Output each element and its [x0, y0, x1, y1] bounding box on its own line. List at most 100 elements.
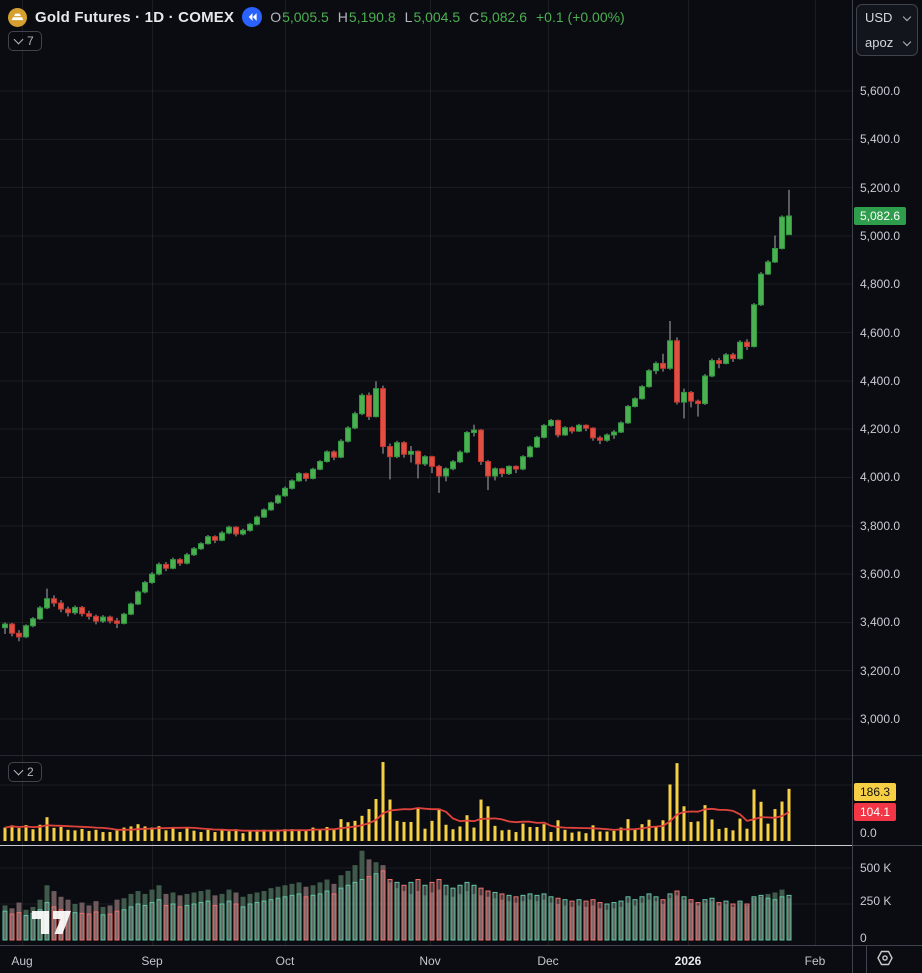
- volume2-bar: [716, 905, 722, 940]
- range-bar: [269, 830, 273, 841]
- volume-bar: [72, 912, 78, 941]
- tradingview-logo[interactable]: [30, 910, 94, 941]
- candle-down: [233, 526, 239, 535]
- ohlc-high-label: H: [337, 9, 348, 25]
- candle-down: [485, 461, 491, 477]
- candle-up: [618, 422, 624, 433]
- candle-down: [366, 394, 372, 418]
- axis-separator: [852, 845, 922, 846]
- time-axis-label: Dec: [537, 954, 559, 968]
- candle-up: [506, 465, 512, 475]
- unit-value: apoz: [865, 35, 894, 50]
- volume2-bar: [16, 902, 22, 940]
- volume2-bar: [632, 905, 638, 940]
- price-axis-label: 5,400.0: [860, 132, 901, 147]
- volume2-bar: [723, 904, 729, 940]
- range-bar: [332, 829, 336, 841]
- range-bar: [549, 832, 553, 841]
- candle-up: [548, 419, 554, 427]
- volume-bar: [548, 896, 554, 941]
- candle-up: [149, 573, 155, 584]
- range-bar: [24, 825, 28, 841]
- main-pane-legend-toggle[interactable]: 7: [8, 31, 42, 51]
- candle-down: [51, 598, 57, 604]
- volume-bar: [436, 879, 442, 941]
- unit-dropdown[interactable]: apoz: [857, 30, 917, 55]
- range-bar: [52, 827, 56, 841]
- range-bar: [514, 832, 518, 841]
- volume-bar: [737, 900, 743, 941]
- volume2-bar: [37, 899, 43, 940]
- candle-down: [331, 451, 337, 458]
- candle-up: [205, 536, 211, 545]
- volume2-bar: [527, 899, 533, 940]
- range-bar: [535, 827, 539, 841]
- range-bar: [472, 827, 476, 841]
- pane-separator-indicator-volume[interactable]: [0, 845, 852, 846]
- volume-bar: [184, 904, 190, 941]
- volume2-bar: [359, 850, 365, 940]
- volume2-bar: [163, 893, 169, 940]
- candle-down: [86, 613, 92, 617]
- range-bar: [346, 822, 350, 841]
- range-bar: [759, 801, 763, 841]
- candle-up: [765, 261, 771, 275]
- volume2-bar: [261, 891, 267, 940]
- volume-bar: [506, 894, 512, 941]
- volume2-bar: [555, 904, 561, 940]
- volume-bar: [415, 879, 421, 941]
- range-bar: [689, 821, 693, 841]
- range-bar: [556, 820, 560, 841]
- volume2-bar: [457, 893, 463, 940]
- volume-bar: [765, 897, 771, 941]
- volume-bar: [562, 899, 568, 941]
- volume2-bar: [674, 895, 680, 940]
- range-bar: [283, 829, 287, 841]
- volume2-bar: [625, 902, 631, 940]
- symbol-title[interactable]: Gold Futures · 1D · COMEX: [35, 8, 235, 26]
- candle-up: [121, 613, 127, 624]
- volume-bar: [121, 909, 127, 941]
- range-bar: [493, 825, 497, 841]
- volume2-bar: [681, 899, 687, 940]
- pane-separator-main-indicator[interactable]: [0, 755, 922, 756]
- candle-up: [667, 340, 673, 369]
- indicator-pane-legend-toggle[interactable]: 2: [8, 762, 42, 782]
- settings-gear-button[interactable]: [874, 947, 896, 973]
- range-bar: [157, 826, 161, 841]
- range-bar: [290, 829, 294, 841]
- volume2-bar: [604, 909, 610, 940]
- volume2-bar: [737, 902, 743, 940]
- candle-up: [541, 425, 547, 438]
- candle-up: [156, 563, 162, 575]
- range-bar: [661, 820, 665, 841]
- currency-dropdown[interactable]: USD: [857, 5, 917, 30]
- volume-bar: [471, 884, 477, 941]
- volume-bar: [450, 887, 456, 941]
- candle-up: [128, 603, 134, 615]
- range-bar: [752, 789, 756, 841]
- candle-up: [737, 341, 743, 360]
- volume-bar: [324, 890, 330, 941]
- candle-down: [65, 608, 71, 614]
- volume-bar: [107, 913, 113, 941]
- range-bar: [619, 827, 623, 841]
- volume2-bar: [324, 879, 330, 940]
- price-axis-label: 3,200.0: [860, 663, 901, 678]
- volume2-bar: [79, 902, 85, 940]
- volume2-bar: [121, 898, 127, 940]
- volume2-bar: [128, 893, 134, 940]
- candle-down: [303, 473, 309, 479]
- volume-bar: [352, 881, 358, 941]
- volume-bar: [625, 896, 631, 941]
- volume-bar: [492, 891, 498, 941]
- volume-bar: [177, 906, 183, 941]
- volume-bar: [590, 899, 596, 941]
- range-bar: [640, 824, 644, 841]
- replay-button[interactable]: [242, 7, 263, 27]
- price-change: +0.1 (+0.00%): [536, 9, 625, 25]
- volume2-bar: [639, 902, 645, 940]
- volume-bar: [667, 893, 673, 941]
- candle-up: [240, 529, 246, 535]
